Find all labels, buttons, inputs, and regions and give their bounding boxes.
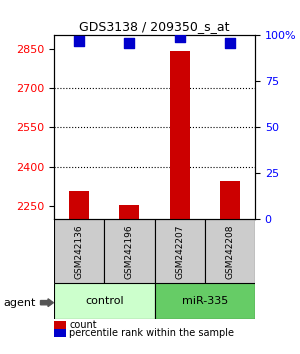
FancyBboxPatch shape (54, 283, 154, 319)
Text: control: control (85, 296, 124, 306)
Title: GDS3138 / 209350_s_at: GDS3138 / 209350_s_at (79, 20, 230, 33)
Point (77, 38, 82, 44)
Bar (220, 181, 240, 219)
Point (177, 34, 182, 40)
Bar (119, 205, 140, 219)
Text: agent: agent (3, 298, 35, 308)
FancyBboxPatch shape (154, 283, 255, 319)
Bar (69, 190, 89, 219)
Text: GSM242208: GSM242208 (225, 224, 234, 279)
FancyBboxPatch shape (104, 219, 154, 283)
Bar (169, 51, 190, 219)
FancyBboxPatch shape (205, 219, 255, 283)
Text: GSM242207: GSM242207 (175, 224, 184, 279)
FancyBboxPatch shape (54, 219, 104, 283)
Text: GSM242196: GSM242196 (125, 224, 134, 279)
Text: miR-335: miR-335 (182, 296, 228, 306)
Point (227, 40, 232, 46)
Text: percentile rank within the sample: percentile rank within the sample (69, 328, 234, 338)
FancyBboxPatch shape (154, 219, 205, 283)
Text: GSM242136: GSM242136 (75, 224, 84, 279)
Point (127, 40, 132, 46)
Text: count: count (69, 320, 97, 330)
